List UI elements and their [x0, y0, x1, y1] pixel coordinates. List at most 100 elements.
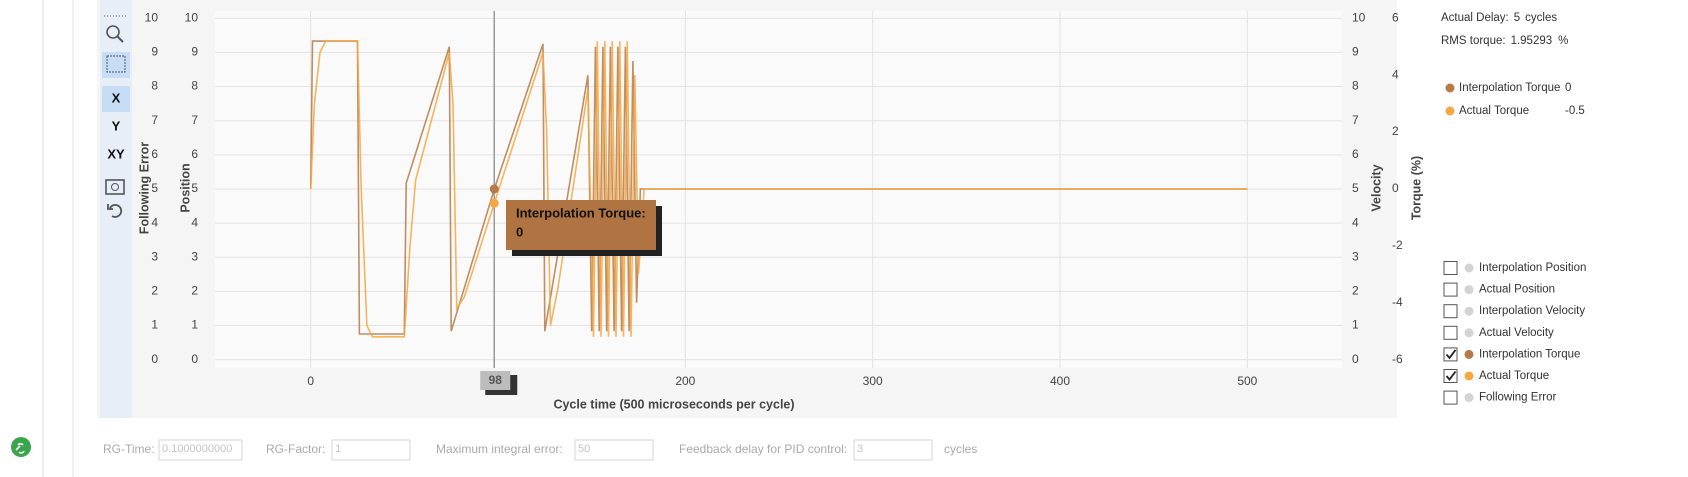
y-tick-label: 1 [191, 318, 198, 332]
select-zoom-glyph [106, 55, 126, 73]
y-tick-label: 2 [151, 284, 158, 298]
crosshair-label: 98 [489, 373, 503, 387]
xy-zoom-button[interactable]: XY [107, 146, 125, 161]
form-label: Maximum integral error: [436, 442, 563, 456]
label: Actual Delay: [1441, 12, 1509, 24]
form-label: RG-Time: [103, 442, 155, 456]
form-input[interactable] [853, 439, 933, 461]
y-tick-label: 5 [151, 181, 158, 195]
toggle-dot [1464, 263, 1474, 273]
hover-point [489, 184, 499, 194]
toggle-dot [1464, 349, 1474, 359]
y-tick-label: 4 [1352, 215, 1359, 229]
y-tick-label: 0 [1352, 352, 1359, 366]
y-tick-label: 7 [1352, 113, 1359, 127]
toggle-label[interactable]: Interpolation Position [1479, 262, 1586, 274]
legend-value: 0 [1565, 82, 1571, 94]
y-tick-label: 10 [1352, 10, 1366, 24]
checkbox[interactable] [1443, 390, 1458, 405]
y-tick-label: 2 [1392, 124, 1399, 138]
form-input[interactable] [331, 439, 411, 461]
y-tick-label: -2 [1392, 238, 1403, 252]
y-tick-label: -6 [1392, 352, 1403, 366]
y-tick-label: 8 [151, 79, 158, 93]
y-zoom-button[interactable]: Y [112, 118, 121, 133]
form-input-value: 0.1000000000 [162, 443, 232, 455]
toggle-label[interactable]: Interpolation Velocity [1479, 305, 1585, 317]
legend-label: Interpolation Torque [1459, 82, 1560, 94]
rms-torque: RMS torque: 1.95293% [1441, 35, 1568, 47]
y-tick-label: 1 [1352, 318, 1359, 332]
value: 5 [1514, 12, 1520, 24]
y-tick-label: -4 [1392, 295, 1403, 309]
toggle-dot [1464, 393, 1474, 403]
toggle-dot [1464, 285, 1474, 295]
y-tick-label: 8 [191, 79, 198, 93]
y-tick-label: 9 [191, 45, 198, 59]
y-tick-label: 0 [191, 352, 198, 366]
check-mark [1445, 370, 1457, 381]
form-input[interactable] [158, 439, 243, 461]
fit-button[interactable] [105, 179, 125, 195]
zoom-button[interactable] [106, 25, 124, 43]
toggle-label[interactable]: Actual Velocity [1479, 327, 1554, 339]
y-axis-label: Velocity [1369, 164, 1383, 211]
y-tick-label: 3 [1352, 249, 1359, 263]
y-tick-label: 7 [151, 113, 158, 127]
x-tick-label: 0 [307, 374, 314, 388]
form-input-value: 1 [335, 443, 341, 455]
x-button-bg [102, 86, 130, 112]
form-input-value: 3 [857, 443, 863, 455]
x-zoom-button[interactable]: X [112, 90, 121, 105]
value: 1.95293 [1511, 35, 1553, 47]
y-tick-label: 7 [191, 113, 198, 127]
actual-delay: Actual Delay: 5 cycles [1441, 12, 1557, 24]
y-tick-label: 0 [151, 352, 158, 366]
y-tick-label: 1 [151, 318, 158, 332]
legend-value: -0.5 [1565, 105, 1585, 117]
form-label: Feedback delay for PID control: [679, 442, 847, 456]
y-tick-label: 4 [191, 215, 198, 229]
link-icon[interactable] [11, 437, 31, 457]
y-tick-label: 0 [1392, 181, 1399, 195]
check-mark [1445, 349, 1457, 360]
toggle-label[interactable]: Actual Position [1479, 284, 1555, 296]
checkbox[interactable] [1443, 261, 1458, 275]
form-input[interactable] [574, 439, 654, 461]
y-tick-label: 6 [191, 147, 198, 161]
form-unit: cycles [944, 442, 977, 456]
x-tick-label: 400 [1050, 374, 1070, 388]
legend-dot [1445, 83, 1455, 93]
legend-dot [1445, 106, 1455, 116]
y-tick-label: 4 [151, 215, 158, 229]
x-axis-label: Cycle time (500 microseconds per cycle) [553, 397, 794, 411]
tooltip [506, 200, 656, 250]
toggle-dot [1464, 306, 1474, 316]
legend-label: Actual Torque [1459, 105, 1529, 117]
reset-button[interactable] [107, 204, 123, 218]
toggle-label[interactable]: Actual Torque [1479, 370, 1549, 382]
y-tick-label: 6 [1352, 147, 1359, 161]
y-tick-label: 4 [1392, 67, 1399, 81]
hover-point [489, 198, 499, 208]
toggle-label[interactable]: Following Error [1479, 392, 1556, 404]
y-tick-label: 6 [151, 147, 158, 161]
y-axis-label: Torque (%) [1409, 156, 1423, 220]
form-input-value: 50 [578, 443, 590, 455]
y-tick-label: 9 [151, 45, 158, 59]
label: RMS torque: [1441, 35, 1506, 47]
y-tick-label: 5 [191, 181, 198, 195]
toggle-label[interactable]: Interpolation Torque [1479, 348, 1580, 360]
checkbox[interactable] [1443, 325, 1458, 340]
form-label: RG-Factor: [266, 442, 325, 456]
checkbox[interactable] [1443, 282, 1458, 297]
tooltip-title: Interpolation Torque: [516, 205, 646, 220]
toggle-dot [1464, 328, 1474, 338]
checkbox[interactable] [1443, 304, 1458, 319]
y-tick-label: 10 [185, 10, 199, 24]
x-tick-label: 300 [863, 374, 883, 388]
y-axis-label: Position [178, 163, 192, 212]
y-tick-label: 10 [145, 10, 159, 24]
